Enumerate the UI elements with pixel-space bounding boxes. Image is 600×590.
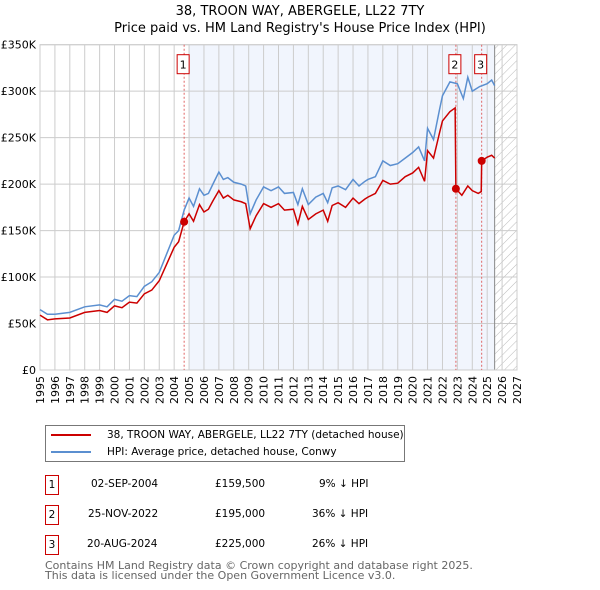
price-chart: 1995 1996 1997 1998 1999 2000 2001 2002 2003 2004…	[1, 39, 524, 404]
x-tick-label: 2004	[168, 376, 181, 404]
x-tick-label: 2024	[466, 376, 479, 404]
x-tick-label: 2016	[347, 376, 360, 404]
plot-frame	[39, 44, 518, 371]
footer-licence: This data is licensed under the Open Gov…	[45, 569, 396, 582]
x-tick-label: 2000	[109, 376, 122, 404]
x-tick-label: 2013	[302, 376, 315, 404]
legend-label: 38, TROON WAY, ABERGELE, LL22 7TY (detac…	[107, 429, 404, 441]
y-tick-label: £50K	[8, 318, 37, 331]
hpi-diff: 26% ↓ HPI	[312, 538, 369, 550]
transaction-row: 1 02-SEP-2004 £159,500 9% ↓ HPI	[45, 475, 405, 495]
x-tick-label: 2025	[481, 376, 494, 404]
red-line-swatch	[51, 434, 91, 436]
series-line	[39, 106, 496, 321]
sale-price: £159,500	[215, 478, 266, 490]
x-tick-label: 2006	[198, 376, 211, 404]
chart-subtitle: Price paid vs. HM Land Registry's House …	[114, 21, 486, 36]
legend-label: HPI: Average price, detached house, Conw…	[107, 446, 337, 458]
sale-date: 25-NOV-2022	[88, 508, 159, 520]
sale-price: £195,000	[215, 508, 266, 520]
x-tick-label: 2007	[213, 376, 226, 404]
y-tick-label: £0	[22, 364, 36, 377]
x-tick-label: 2014	[317, 376, 330, 404]
sale-marker-number: 2	[451, 59, 458, 72]
sale-point	[477, 156, 486, 165]
transaction-row: 3 20-AUG-2024 £225,000 26% ↓ HPI	[45, 535, 405, 555]
marker-badge: 1	[45, 475, 59, 495]
x-tick-label: 2021	[422, 376, 435, 404]
x-tick-label: 2012	[287, 376, 300, 404]
sale-date: 20-AUG-2024	[87, 538, 158, 550]
x-tick-label: 1996	[49, 376, 62, 404]
x-tick-label: 2001	[123, 376, 136, 404]
footer-copyright: Contains HM Land Registry data © Crown c…	[45, 559, 473, 572]
sale-point	[451, 184, 460, 193]
x-tick-label: 2008	[228, 376, 241, 404]
x-tick-label: 2027	[511, 376, 524, 404]
y-tick-label: £150K	[1, 225, 37, 238]
hpi-diff: 9% ↓ HPI	[319, 478, 369, 490]
x-tick-label: 2015	[332, 376, 345, 404]
chart-title: 38, TROON WAY, ABERGELE, LL22 7TY	[175, 4, 425, 19]
y-tick-label: £100K	[1, 271, 37, 284]
x-tick-label: 2023	[451, 376, 464, 404]
x-tick-label: 2026	[496, 376, 509, 404]
x-tick-label: 2005	[183, 376, 196, 404]
x-tick-label: 2010	[258, 376, 271, 404]
sale-marker-number: 1	[180, 59, 187, 72]
legend-item-hpi: HPI: Average price, detached house, Conw…	[46, 444, 337, 460]
transaction-row: 2 25-NOV-2022 £195,000 36% ↓ HPI	[45, 505, 405, 525]
blue-line-swatch	[51, 451, 91, 453]
series-line	[39, 74, 496, 315]
sale-marker-number: 3	[477, 59, 484, 72]
y-tick-label: £250K	[1, 132, 37, 145]
x-tick-label: 2017	[362, 376, 375, 404]
x-tick-label: 1999	[94, 376, 107, 404]
y-tick-label: £350K	[1, 39, 37, 52]
sale-price: £225,000	[215, 538, 266, 550]
x-tick-label: 1997	[64, 376, 77, 404]
y-tick-label: £300K	[1, 85, 37, 98]
x-tick-label: 2019	[392, 376, 405, 404]
x-tick-label: 2009	[243, 376, 256, 404]
x-tick-label: 2002	[138, 376, 151, 404]
sale-marker-box	[474, 54, 488, 75]
x-tick-label: 2018	[377, 376, 390, 404]
x-tick-label: 2003	[153, 376, 166, 404]
legend: 38, TROON WAY, ABERGELE, LL22 7TY (detac…	[45, 425, 405, 462]
marker-badge: 3	[45, 535, 59, 555]
forecast-hatch	[494, 44, 517, 370]
sale-marker-box	[176, 54, 190, 75]
x-tick-label: 2020	[407, 376, 420, 404]
x-tick-label: 1998	[79, 376, 92, 404]
sale-date: 02-SEP-2004	[91, 478, 159, 490]
marker-badge: 2	[45, 505, 59, 525]
hpi-diff: 36% ↓ HPI	[312, 508, 369, 520]
x-tick-label: 1995	[34, 376, 47, 404]
legend-item-property: 38, TROON WAY, ABERGELE, LL22 7TY (detac…	[46, 427, 404, 443]
y-tick-label: £200K	[1, 178, 37, 191]
sale-point	[180, 217, 189, 226]
shaded-period	[189, 44, 495, 370]
x-tick-label: 2022	[436, 376, 449, 404]
sale-marker-box	[448, 54, 462, 75]
x-tick-label: 2011	[273, 376, 286, 404]
